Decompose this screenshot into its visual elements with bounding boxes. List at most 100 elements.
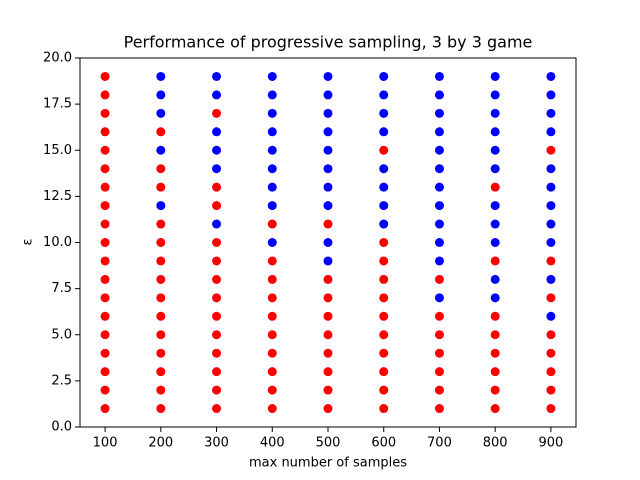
point: [212, 145, 222, 155]
x-tick-label: 200: [148, 436, 173, 451]
point: [323, 385, 333, 395]
point: [490, 385, 500, 395]
point: [267, 385, 277, 395]
point: [490, 201, 500, 211]
y-tick-label: 10.0: [43, 235, 72, 250]
point: [490, 219, 500, 229]
point: [100, 71, 110, 81]
point: [212, 164, 222, 174]
point: [267, 348, 277, 358]
point: [267, 238, 277, 247]
point: [156, 145, 166, 155]
point: [323, 311, 333, 321]
point: [156, 90, 166, 100]
point: [546, 256, 556, 266]
point: [212, 127, 222, 137]
point: [490, 256, 500, 266]
point: [323, 145, 333, 155]
point: [156, 71, 166, 81]
point: [323, 256, 333, 266]
point: [434, 182, 444, 192]
point: [379, 182, 389, 192]
point: [212, 90, 222, 100]
x-tick-label: 400: [260, 436, 285, 451]
point: [434, 404, 444, 414]
point: [434, 201, 444, 211]
point: [379, 293, 389, 303]
point: [100, 108, 110, 118]
point: [323, 274, 333, 284]
x-tick-label: 300: [204, 436, 229, 451]
point: [434, 71, 444, 81]
point: [379, 238, 389, 247]
point: [546, 274, 556, 284]
point: [156, 127, 166, 137]
point: [156, 182, 166, 192]
point: [434, 219, 444, 229]
point: [267, 90, 277, 100]
point: [100, 330, 110, 340]
point: [546, 367, 556, 377]
point: [490, 145, 500, 155]
point: [156, 238, 166, 247]
point: [212, 311, 222, 321]
point: [100, 404, 110, 414]
point: [100, 274, 110, 284]
point: [267, 145, 277, 155]
point: [490, 274, 500, 284]
x-tick-label: 100: [93, 436, 118, 451]
point: [546, 201, 556, 211]
point: [490, 311, 500, 321]
x-tick-label: 500: [316, 436, 341, 451]
point: [379, 90, 389, 100]
point: [434, 90, 444, 100]
point: [379, 201, 389, 211]
point: [156, 330, 166, 340]
point: [434, 348, 444, 358]
point: [212, 385, 222, 395]
point: [156, 164, 166, 174]
point: [323, 164, 333, 174]
point: [546, 71, 556, 81]
point: [379, 145, 389, 155]
point: [546, 127, 556, 137]
point: [267, 219, 277, 229]
point: [546, 311, 556, 321]
y-tick-label: 7.5: [51, 281, 72, 296]
point: [156, 293, 166, 303]
point: [546, 348, 556, 358]
point: [490, 127, 500, 137]
point: [212, 274, 222, 284]
point: [100, 164, 110, 174]
point: [323, 348, 333, 358]
point: [434, 293, 444, 303]
y-tick-label: 2.5: [51, 373, 72, 388]
point: [490, 330, 500, 340]
point: [267, 274, 277, 284]
point: [267, 330, 277, 340]
point: [156, 219, 166, 229]
y-tick-label: 5.0: [51, 327, 72, 342]
point: [100, 127, 110, 137]
point: [434, 164, 444, 174]
point: [379, 311, 389, 321]
point: [156, 201, 166, 211]
point: [379, 274, 389, 284]
x-tick-label: 900: [539, 436, 564, 451]
point: [267, 182, 277, 192]
point: [156, 367, 166, 377]
point: [490, 182, 500, 192]
point: [546, 145, 556, 155]
point: [490, 90, 500, 100]
chart-title: Performance of progressive sampling, 3 b…: [124, 33, 533, 52]
point: [212, 348, 222, 358]
point: [212, 201, 222, 211]
point: [490, 238, 500, 247]
point: [100, 238, 110, 247]
point: [156, 404, 166, 414]
point: [100, 90, 110, 100]
y-tick-label: 20.0: [43, 51, 72, 66]
point: [379, 348, 389, 358]
point: [267, 127, 277, 137]
point: [546, 404, 556, 414]
